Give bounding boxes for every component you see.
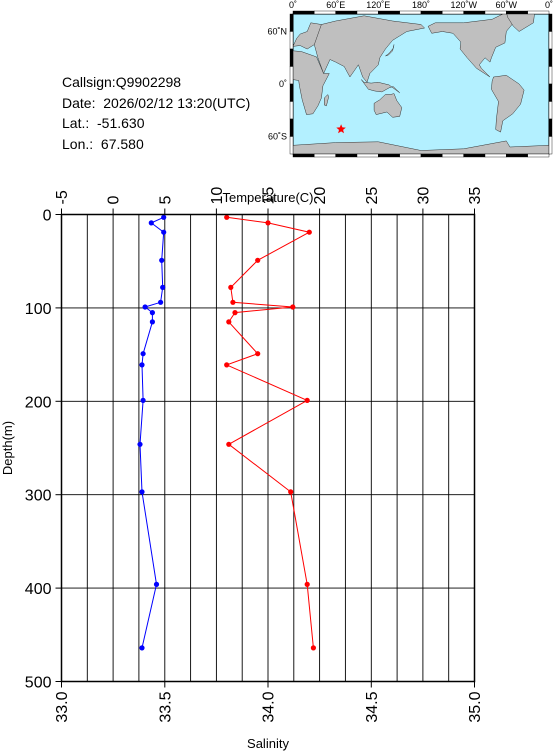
profile-location-marker [336, 124, 346, 134]
salinity-data-point [304, 397, 310, 403]
temperature-data-point [159, 257, 165, 263]
map-longitude-label: 180˚ [412, 0, 430, 10]
temperature-data-point [149, 319, 155, 325]
depth-axis-label: Depth(m) [0, 421, 15, 475]
chart-series [137, 214, 316, 651]
longitude-text: Lon.: 67.580 [62, 135, 144, 152]
depth-tick-label: 200 [25, 394, 52, 411]
map-frame-tick [289, 136, 294, 155]
map-longitude-label: 60˚E [326, 0, 345, 10]
depth-tick-label: 0 [43, 208, 52, 225]
salinity-tick-label: 33.5 [157, 691, 174, 722]
temperature-data-point [148, 220, 154, 226]
salinity-data-point [306, 229, 312, 235]
temperature-data-point [139, 645, 145, 651]
date-text: Date: 2026/02/12 13:20(UTC) [62, 94, 251, 111]
temperature-tick-label: 10 [209, 187, 226, 205]
location-star [336, 124, 346, 134]
temperature-data-point [160, 284, 166, 290]
temperature-axis-label: Temperature(C) [222, 190, 313, 205]
temperature-data-point [137, 441, 143, 447]
temperature-tick-label: 15 [261, 187, 278, 205]
map-latitude-label: 0˚ [279, 79, 287, 89]
map-longitude-label: 60˚W [496, 0, 518, 10]
temperature-data-point [139, 489, 145, 495]
map-land-south-america [491, 75, 525, 133]
salinity-data-point [228, 284, 234, 290]
temperature-data-point [153, 581, 160, 588]
map-frame-tick [548, 136, 553, 155]
temperature-data-point [139, 362, 145, 368]
temperature-profile-line [139, 216, 165, 649]
salinity-tick-label: 34.5 [364, 691, 381, 722]
temperature-data-point [149, 310, 155, 316]
map-land-madagascar [324, 94, 329, 107]
map-latitude-label: 60˚S [268, 132, 287, 142]
salinity-data-point [224, 362, 230, 368]
salinity-data-point [226, 441, 232, 447]
map-longitude-label: 120˚W [450, 0, 477, 10]
temperature-tick-label: 20 [312, 187, 329, 205]
salinity-data-point [288, 489, 294, 495]
map-land-indonesia [361, 79, 400, 94]
map-land-africa [292, 50, 330, 115]
map-longitude-label: 0˚ [289, 0, 297, 10]
depth-tick-label: 100 [25, 301, 52, 318]
salinity-data-point [232, 310, 238, 316]
map-labels: 0˚ 60˚E 120˚E 180˚ 120˚W 60˚W 0˚ 60˚N 0˚ 60˚S [267, 0, 553, 142]
depth-tick-label: 300 [25, 488, 52, 505]
temperature-data-point [142, 304, 148, 310]
salinity-axis-label: Salinity [247, 736, 289, 751]
map-land-australia [373, 93, 403, 118]
salinity-tick-label: 35.0 [467, 691, 484, 722]
map-frame-ticks [289, 10, 553, 158]
map-longitude-label: 120˚E [366, 0, 390, 10]
depth-tick-label: 400 [25, 581, 52, 598]
salinity-data-point [304, 581, 310, 588]
map-frame-tick [527, 153, 550, 158]
latitude-text: Lat.: -51.630 [62, 115, 145, 131]
salinity-data-point [255, 351, 261, 357]
map-land-north-america [427, 12, 522, 78]
temperature-tick-label: 0 [106, 196, 123, 205]
temperature-tick-label: 35 [467, 187, 484, 205]
temperature-data-point [140, 351, 146, 357]
map-land-asia [314, 15, 426, 83]
callsign-text: Callsign:Q9902298 [62, 74, 182, 90]
salinity-data-point [224, 214, 230, 220]
temperature-data-point [161, 214, 167, 220]
map-land-japan [385, 44, 395, 57]
temperature-tick-label: -5 [54, 190, 71, 204]
salinity-data-point [265, 220, 271, 226]
temperature-data-point [140, 397, 146, 403]
station-info: Callsign:Q9902298 Date: 2026/02/12 13:20… [62, 72, 250, 154]
salinity-profile-line [225, 216, 314, 648]
salinity-data-point [310, 645, 316, 651]
salinity-tick-label: 34.0 [261, 691, 278, 722]
temperature-tick-label: 25 [364, 187, 381, 205]
temperature-tick-label: 5 [157, 196, 174, 205]
map-frame-tick [527, 10, 550, 15]
map-land [292, 11, 550, 155]
temperature-tick-label: 30 [415, 187, 432, 205]
salinity-data-point [230, 299, 236, 305]
salinity-data-point [226, 319, 232, 325]
salinity-tick-label: 33.0 [54, 691, 71, 722]
salinity-data-point [255, 257, 261, 263]
temperature-data-point [158, 299, 164, 305]
temperature-data-point [161, 229, 167, 235]
map-latitude-label: 60˚N [267, 27, 287, 37]
map-longitude-label: 0˚ [545, 0, 553, 10]
chart-grid [61, 214, 475, 682]
salinity-data-point [290, 304, 296, 310]
depth-tick-label: 500 [25, 675, 52, 692]
